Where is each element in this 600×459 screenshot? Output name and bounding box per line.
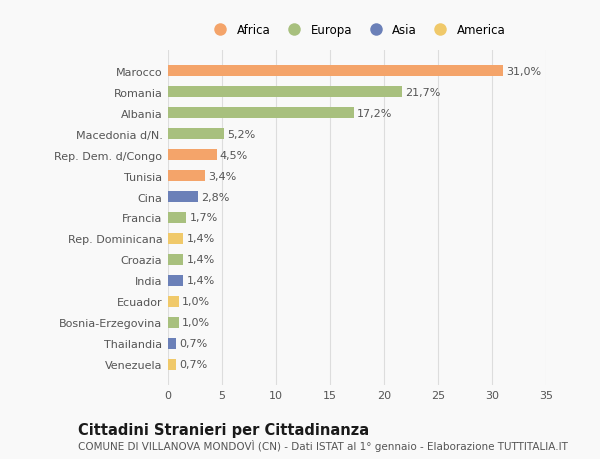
Bar bbox=[168, 170, 205, 182]
Text: 1,4%: 1,4% bbox=[187, 276, 215, 286]
Bar bbox=[168, 275, 183, 286]
Bar bbox=[168, 338, 176, 349]
Bar bbox=[168, 212, 187, 224]
Bar bbox=[168, 254, 183, 266]
Text: 1,4%: 1,4% bbox=[187, 255, 215, 265]
Text: 21,7%: 21,7% bbox=[406, 87, 441, 97]
Bar bbox=[168, 66, 503, 77]
Text: 4,5%: 4,5% bbox=[220, 150, 248, 160]
Text: 5,2%: 5,2% bbox=[227, 129, 256, 139]
Text: 2,8%: 2,8% bbox=[202, 192, 230, 202]
Bar bbox=[168, 129, 224, 140]
Bar bbox=[168, 150, 217, 161]
Bar bbox=[168, 107, 354, 119]
Text: 0,7%: 0,7% bbox=[179, 339, 207, 349]
Text: COMUNE DI VILLANOVA MONDOVÌ (CN) - Dati ISTAT al 1° gennaio - Elaborazione TUTTI: COMUNE DI VILLANOVA MONDOVÌ (CN) - Dati … bbox=[78, 439, 568, 451]
Text: Cittadini Stranieri per Cittadinanza: Cittadini Stranieri per Cittadinanza bbox=[78, 422, 369, 437]
Text: 31,0%: 31,0% bbox=[506, 67, 541, 77]
Text: 1,0%: 1,0% bbox=[182, 297, 210, 307]
Bar bbox=[168, 359, 176, 370]
Bar bbox=[168, 233, 183, 245]
Bar bbox=[168, 317, 179, 329]
Text: 0,7%: 0,7% bbox=[179, 359, 207, 369]
Text: 1,4%: 1,4% bbox=[187, 234, 215, 244]
Text: 3,4%: 3,4% bbox=[208, 171, 236, 181]
Bar bbox=[168, 87, 403, 98]
Text: 17,2%: 17,2% bbox=[357, 108, 392, 118]
Bar bbox=[168, 296, 179, 308]
Bar bbox=[168, 191, 198, 203]
Text: 1,7%: 1,7% bbox=[190, 213, 218, 223]
Text: 1,0%: 1,0% bbox=[182, 318, 210, 328]
Legend: Africa, Europa, Asia, America: Africa, Europa, Asia, America bbox=[203, 20, 511, 42]
